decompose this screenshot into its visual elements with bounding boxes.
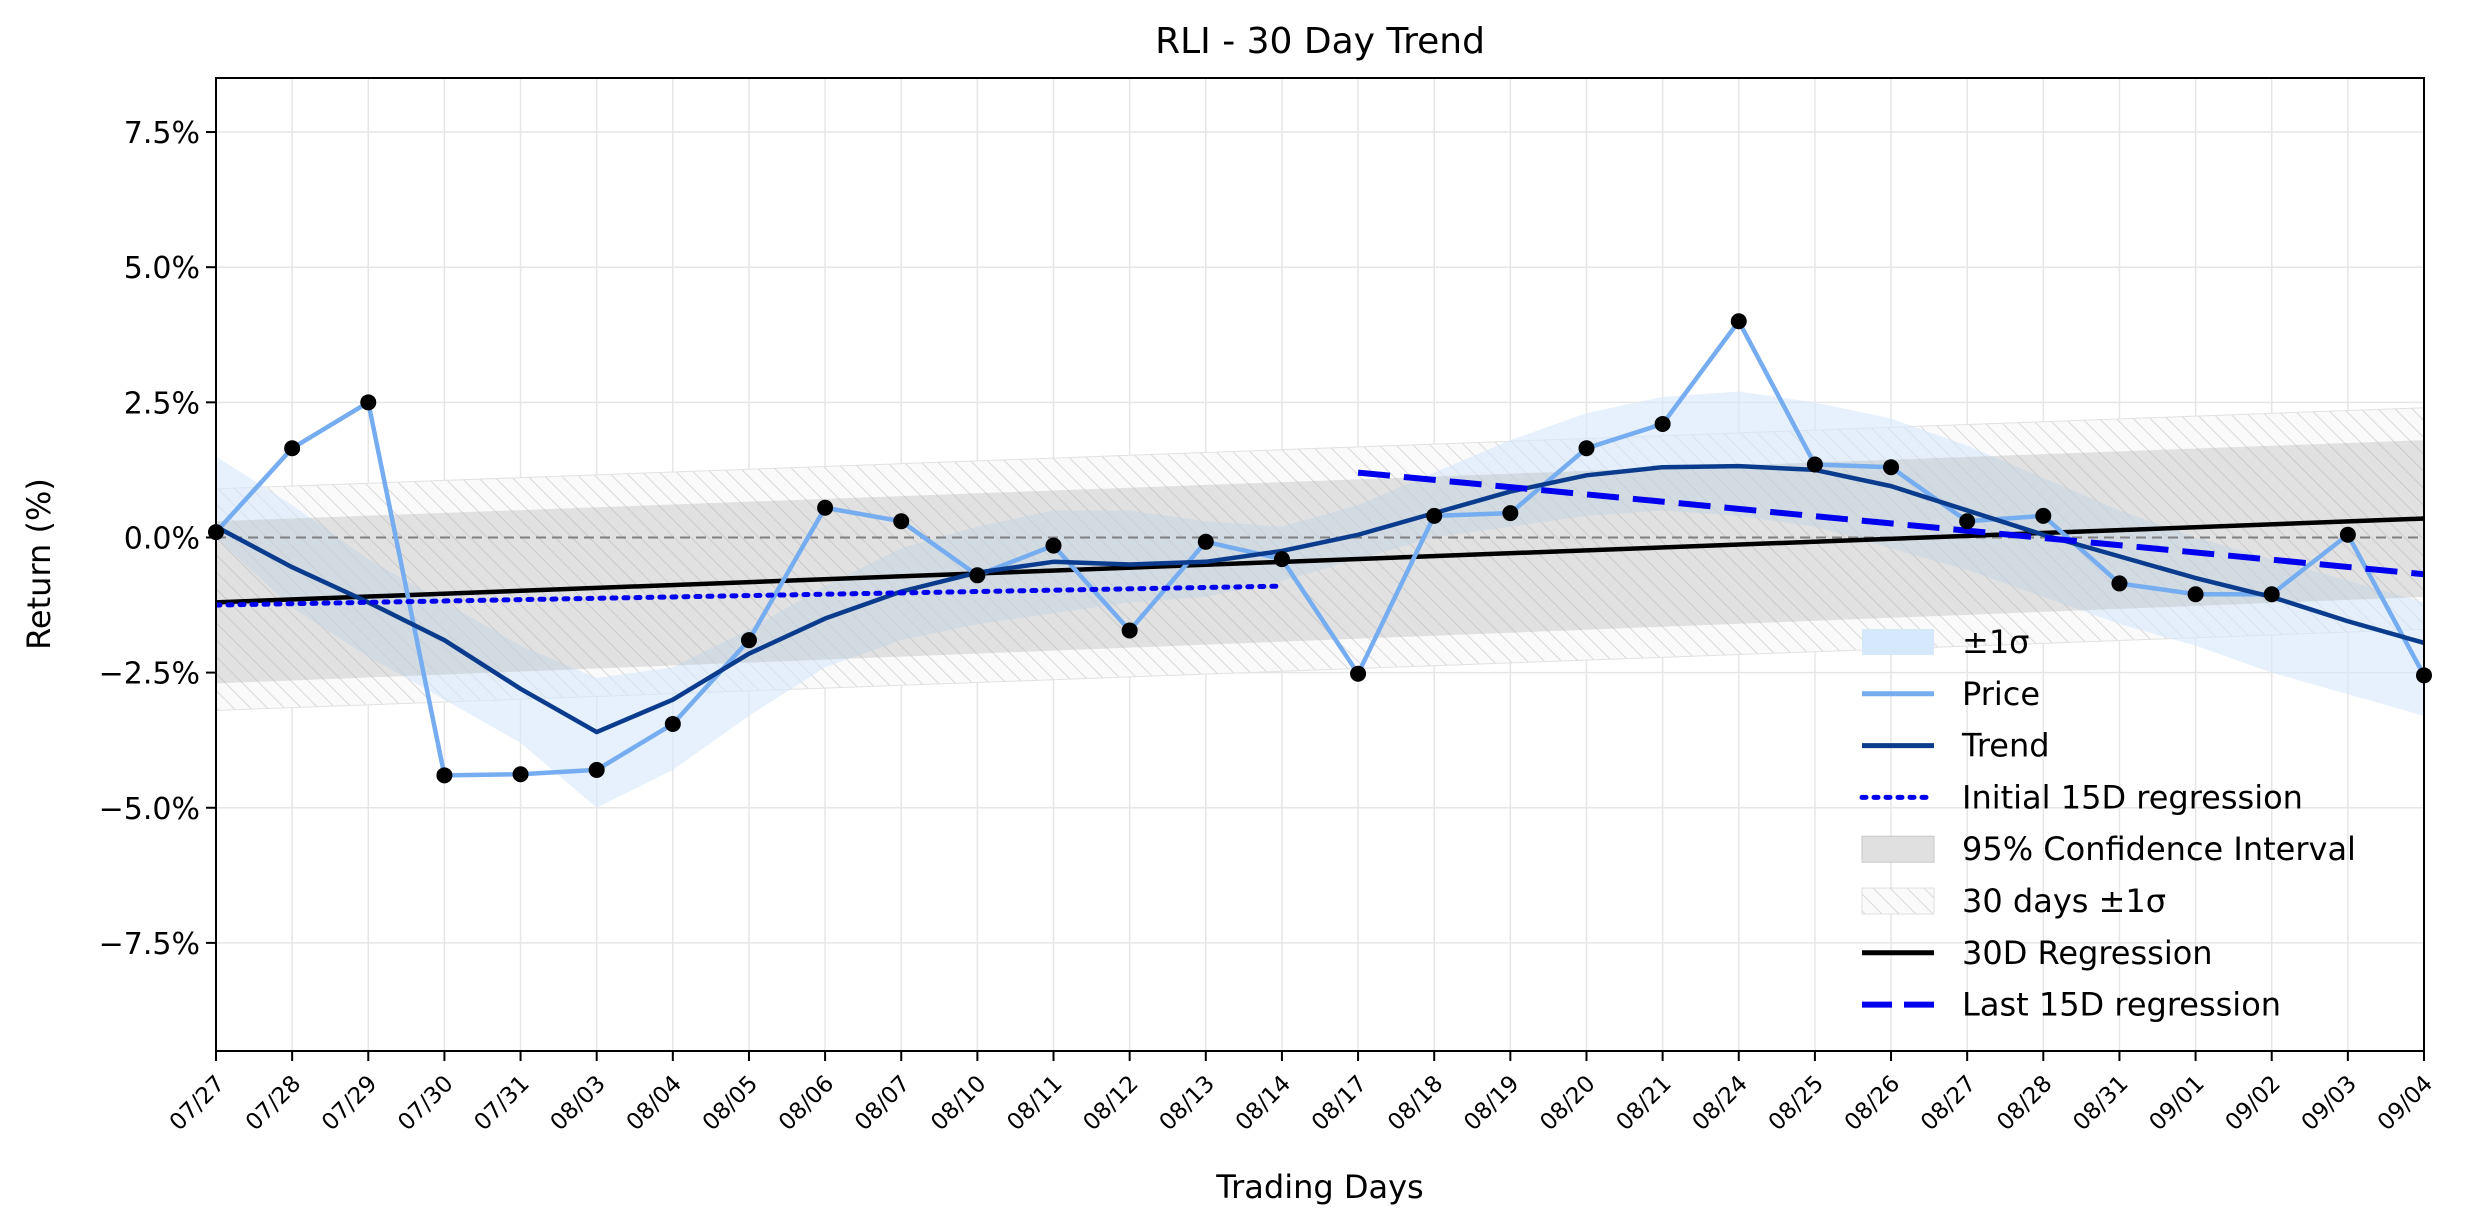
y-tick-label: 7.5%	[124, 116, 200, 151]
price-point	[2263, 586, 2280, 603]
legend-label: Price	[1962, 675, 2040, 713]
price-point	[360, 394, 377, 411]
price-point	[1045, 537, 1062, 554]
chart-title: RLI - 30 Day Trend	[1155, 21, 1485, 62]
legend-label: Initial 15D regression	[1962, 778, 2303, 816]
y-axis-label: Return (%)	[20, 478, 58, 650]
price-point	[893, 513, 910, 530]
y-tick-label: 0.0%	[124, 521, 200, 556]
plot-frame	[215, 77, 2425, 1052]
legend-label: Last 15D regression	[1962, 986, 2281, 1024]
y-tick-label: 2.5%	[124, 386, 200, 421]
price-point	[588, 761, 605, 778]
price-point	[1578, 440, 1595, 457]
series-lines	[216, 319, 2424, 778]
price-point	[1273, 551, 1290, 568]
legend-label: 30D Regression	[1962, 934, 2213, 972]
price-point	[2187, 586, 2204, 603]
price-point	[1121, 622, 1138, 639]
y-tick-label: −5.0%	[99, 792, 200, 827]
price-point	[2111, 575, 2128, 592]
legend-label: Trend	[1961, 727, 2050, 765]
price-point	[512, 766, 529, 783]
x-axis-label: Trading Days	[1215, 1168, 1423, 1206]
price-point	[2035, 507, 2052, 524]
price-point	[2339, 526, 2356, 543]
price-point	[740, 632, 757, 649]
price-point	[1806, 456, 1823, 473]
price-point	[1654, 415, 1671, 432]
legend-label: ±1σ	[1962, 623, 2029, 661]
legend-label: 30 days ±1σ	[1962, 882, 2166, 920]
price-line	[216, 319, 2424, 778]
y-tick-label: −2.5%	[99, 657, 200, 692]
last-15d-regression-line	[1357, 469, 2424, 578]
legend: ±1σ Price Trend Initial 15D regression 95% C…	[1859, 623, 2356, 1024]
price-point	[436, 767, 453, 784]
legend-label: 95% Confidence Interval	[1962, 830, 2356, 868]
legend-swatch	[1861, 887, 1935, 915]
legend-swatch	[1862, 629, 1934, 655]
price-point	[969, 567, 986, 584]
price-point	[1959, 513, 1976, 530]
price-point	[664, 715, 681, 732]
price-point	[1350, 665, 1367, 682]
price-point	[1502, 505, 1519, 522]
price-point	[1883, 459, 1900, 476]
price-point	[1730, 313, 1747, 330]
price-point	[1426, 507, 1443, 524]
sigma-band	[216, 391, 2424, 808]
price-point	[284, 440, 301, 457]
y-tick-label: −7.5%	[99, 927, 200, 962]
price-point	[1197, 533, 1214, 550]
legend-swatch	[1861, 835, 1935, 863]
thirty-day-regression-line	[216, 516, 2424, 605]
y-tick-label: 5.0%	[124, 251, 200, 286]
initial-15d-regression-line	[216, 583, 1285, 608]
price-point	[817, 499, 834, 516]
price-points	[208, 313, 2432, 784]
